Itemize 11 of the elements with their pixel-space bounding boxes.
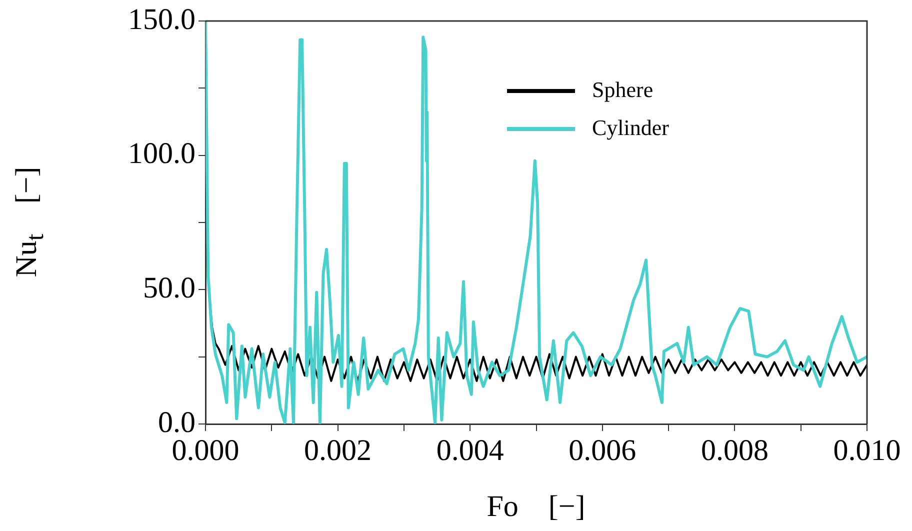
y-tick-label: 100.0 <box>128 137 196 170</box>
x-tick-label: 0.004 <box>436 434 504 467</box>
x-axis-title: Fo [−] <box>486 490 586 524</box>
y-tick-label: 150.0 <box>128 2 196 36</box>
x-tick-label: 0.006 <box>568 434 636 467</box>
legend-label: Cylinder <box>592 114 670 140</box>
x-tick-label: 0.002 <box>304 434 372 467</box>
x-tick-label: 0.010 <box>833 434 901 467</box>
legend-label: Sphere <box>592 76 654 102</box>
y-tick-label: 50.0 <box>143 272 196 305</box>
x-tick-label: 0.008 <box>700 434 768 467</box>
